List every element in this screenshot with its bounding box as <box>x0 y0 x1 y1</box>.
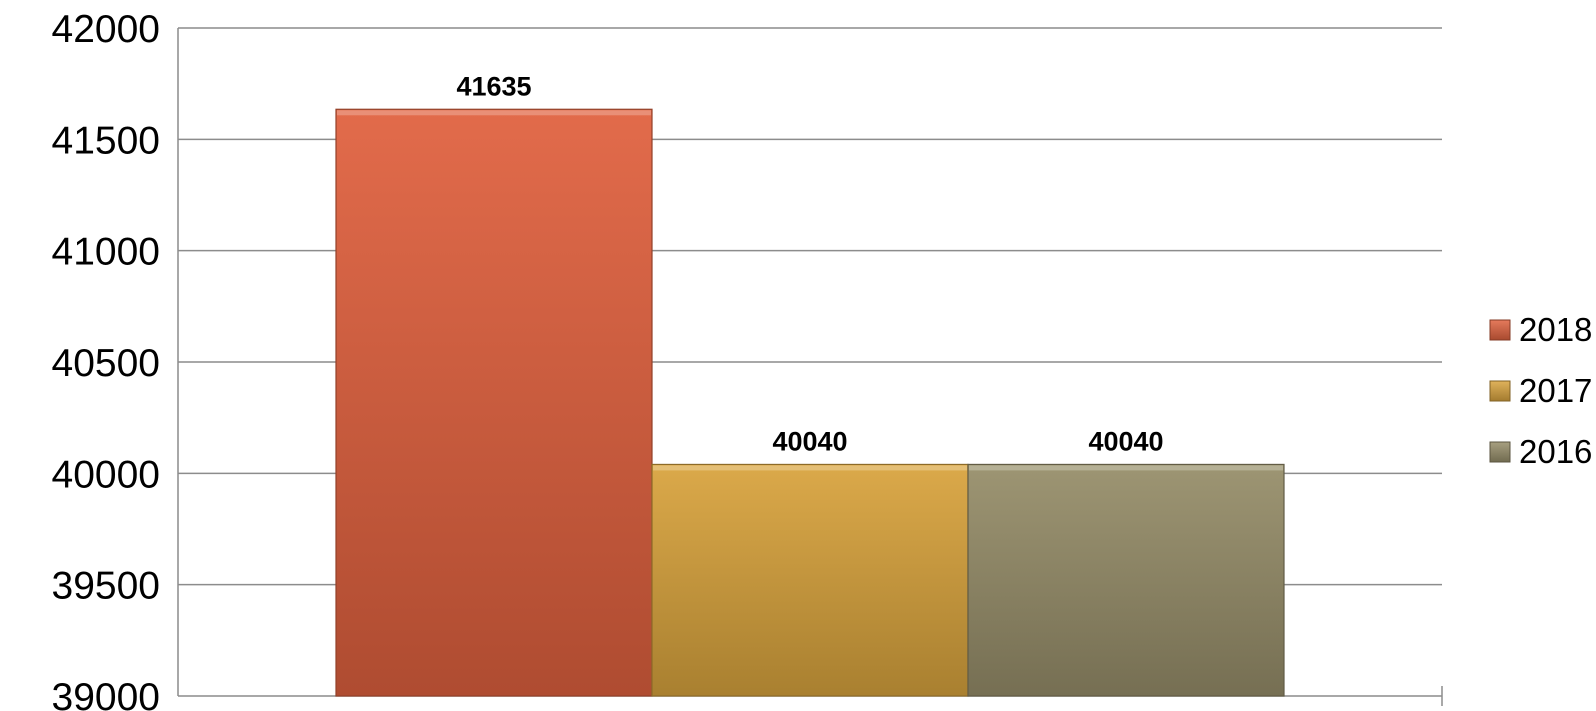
bar-2016 <box>967 463 1285 697</box>
legend-label-2017: 2017 <box>1519 372 1592 409</box>
data-label-2018: 41635 <box>456 71 531 101</box>
bar-2018 <box>335 108 653 697</box>
y-tick-label: 41000 <box>52 231 160 274</box>
bar-highlight <box>969 465 1283 471</box>
bar-highlight <box>653 465 967 471</box>
y-tick-label: 39000 <box>52 676 160 711</box>
legend-swatch-2017 <box>1489 380 1511 402</box>
y-tick-label: 40500 <box>52 342 160 385</box>
data-labels: 41635 40040 40040 <box>456 71 1163 456</box>
y-tick-label: 40000 <box>52 453 160 496</box>
y-tick-label: 42000 <box>52 8 160 51</box>
y-tick-label: 39500 <box>52 565 160 608</box>
legend: 2018 2017 2016 <box>1489 311 1592 470</box>
bar-highlight <box>337 110 651 116</box>
bar-2017 <box>651 463 969 697</box>
legend-label-2018: 2018 <box>1519 311 1592 348</box>
bars <box>335 108 1285 697</box>
legend-swatch-2018 <box>1489 319 1511 341</box>
legend-label-2016: 2016 <box>1519 433 1592 470</box>
y-axis: 39000 39500 40000 40500 41000 41500 42000 <box>52 8 1443 711</box>
legend-swatch-2016 <box>1489 441 1511 463</box>
data-label-2016: 40040 <box>1088 426 1163 456</box>
y-tick-label: 41500 <box>52 119 160 162</box>
data-label-2017: 40040 <box>772 426 847 456</box>
